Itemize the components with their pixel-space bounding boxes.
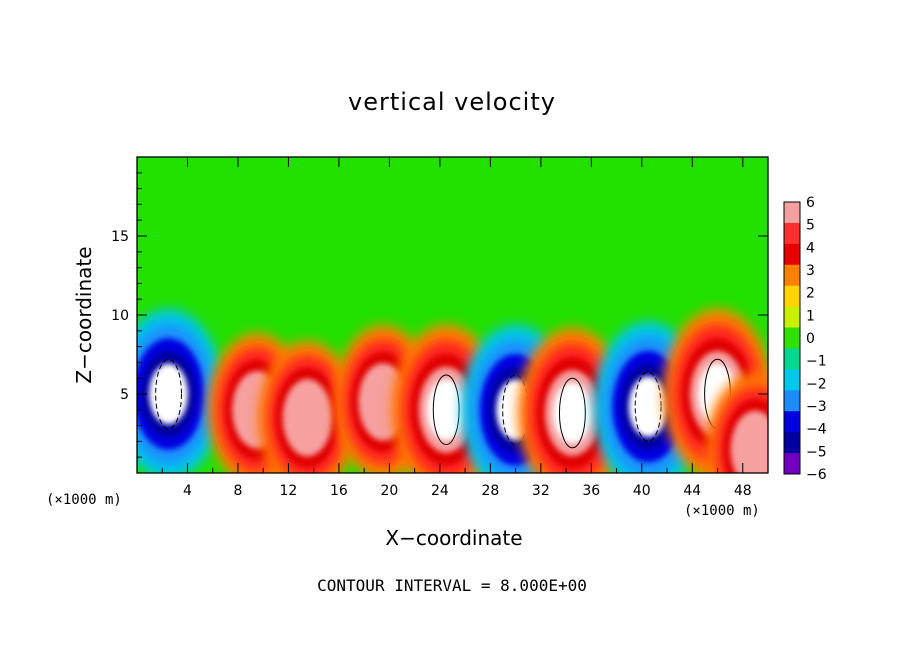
colorbar-segment (784, 285, 800, 308)
x-unit-label-left: (×1000 m) (46, 492, 122, 508)
colorbar-segment (784, 202, 800, 224)
x-tick-label: 44 (683, 483, 701, 499)
x-tick-label: 16 (330, 483, 348, 499)
velocity-cell (258, 340, 357, 473)
chart-title: vertical velocity (348, 88, 556, 116)
x-axis: 4 8 12 16 20 24 28 32 36 40 44 48 (161, 157, 752, 499)
colorbar-tick-label: 3 (806, 263, 815, 279)
colorbar-tick-label: 4 (806, 240, 815, 256)
x-tick-label: 32 (532, 483, 550, 499)
colorbar-tick-label: −4 (806, 422, 827, 438)
colorbar: 6 5 4 3 2 1 0 −1 −2 −3 −4 −5 −6 (783, 195, 827, 483)
colorbar-segment (784, 306, 800, 329)
y-tick-label: 15 (111, 229, 129, 245)
velocity-cell (706, 372, 768, 473)
colorbar-tick-label: −6 (806, 467, 827, 483)
colorbar-segment (784, 327, 800, 349)
colorbar-tick-label: −2 (806, 376, 827, 392)
colorbar-tick-label: 6 (806, 195, 815, 211)
y-tick-label: 10 (111, 308, 129, 324)
velocity-field (137, 308, 768, 473)
colorbar-segment (784, 348, 800, 370)
x-tick-label: 28 (481, 483, 499, 499)
x-tick-label: 24 (431, 483, 449, 499)
colorbar-segment (784, 432, 800, 454)
x-tick-label: 4 (183, 483, 192, 499)
colorbar-frame (783, 201, 801, 475)
x-tick-label: 40 (633, 483, 651, 499)
colorbar-tick-label: −5 (806, 444, 827, 460)
y-tick-label: 5 (120, 387, 129, 403)
colorbar-segment (784, 264, 800, 287)
x-tick-label: 12 (280, 483, 298, 499)
x-unit-label-right: (×1000 m) (684, 503, 760, 519)
contour-interval-note: CONTOUR INTERVAL = 8.000E+00 (317, 576, 587, 595)
velocity-cell (137, 308, 224, 473)
colorbar-segment (784, 411, 800, 433)
colorbar-segment (784, 222, 800, 245)
colorbar-tick-label: 0 (806, 331, 815, 347)
colorbar-segment (784, 243, 800, 266)
colorbar-tick-label: 5 (806, 218, 815, 234)
colorbar-tick-label: −3 (806, 399, 827, 415)
x-tick-label: 48 (734, 483, 752, 499)
x-tick-label: 8 (233, 483, 242, 499)
plot-area (137, 157, 768, 473)
colorbar-segment (784, 390, 800, 412)
colorbar-tick-label: −1 (806, 354, 827, 370)
x-tick-label: 20 (380, 483, 398, 499)
x-axis-label: X−coordinate (385, 526, 523, 550)
colorbar-tick-label: 2 (806, 286, 815, 302)
colorbar-segment (784, 369, 800, 391)
y-axis-label: Z−coordinate (72, 246, 96, 384)
y-axis: 5 10 15 (111, 172, 768, 458)
colorbar-tick-label: 1 (806, 308, 815, 324)
colorbar-segment (784, 453, 800, 475)
x-tick-label: 36 (582, 483, 600, 499)
